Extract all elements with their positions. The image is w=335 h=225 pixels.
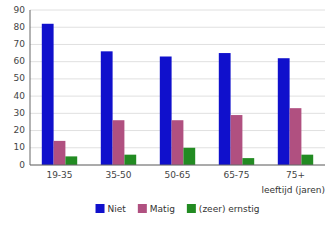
chart: 0 10 20 30 40 50 60 70 80 90 19-35 35-50 50-65 65-75 7…: [0, 0, 335, 225]
bar: [242, 158, 254, 165]
bar: [54, 141, 66, 165]
legend-swatch: [187, 204, 196, 213]
y-tick-label: 0: [19, 160, 25, 170]
legend: Niet Matig (zeer) ernstig: [96, 204, 260, 214]
legend-label: Matig: [150, 204, 175, 214]
bar: [219, 53, 231, 165]
legend-item: (zeer) ernstig: [187, 204, 260, 214]
y-axis: 0 10 20 30 40 50 60 70 80 90: [14, 5, 26, 170]
grid: [30, 10, 325, 165]
y-tick-label: 80: [14, 22, 26, 32]
x-tick-label: 35-50: [105, 170, 131, 180]
legend-swatch: [138, 204, 147, 213]
legend-item: Matig: [138, 204, 175, 214]
grid-line: [30, 44, 325, 45]
bar: [124, 155, 136, 165]
x-axis-line: [30, 165, 325, 166]
x-axis: 19-35 35-50 50-65 65-75 75+: [46, 170, 305, 180]
bar: [160, 57, 172, 166]
legend-swatch: [96, 204, 105, 213]
y-tick-label: 50: [14, 73, 26, 83]
x-axis-label: leeftijd (jaren): [262, 185, 325, 195]
x-tick-label: 50-65: [164, 170, 190, 180]
y-tick-label: 90: [14, 5, 26, 15]
bar: [65, 156, 77, 165]
bars: [42, 24, 313, 165]
bar: [172, 120, 184, 165]
bar: [231, 115, 243, 165]
y-tick-label: 30: [14, 108, 26, 118]
y-tick-label: 70: [14, 39, 26, 49]
x-tick-label: 19-35: [46, 170, 72, 180]
grid-line: [30, 165, 325, 166]
legend-item: Niet: [96, 204, 127, 214]
bar: [278, 58, 290, 165]
grid-line: [30, 10, 325, 11]
y-tick-label: 10: [14, 142, 26, 152]
y-axis-line: [30, 10, 31, 165]
y-tick-label: 20: [14, 125, 26, 135]
x-tick-label: 65-75: [223, 170, 249, 180]
legend-label: (zeer) ernstig: [199, 204, 260, 214]
y-tick-label: 40: [14, 91, 26, 101]
bar: [113, 120, 125, 165]
x-tick-label: 75+: [286, 170, 305, 180]
legend-label: Niet: [108, 204, 127, 214]
bar: [183, 148, 195, 165]
bar: [101, 51, 113, 165]
grid-line: [30, 27, 325, 28]
bar: [290, 108, 302, 165]
y-tick-label: 60: [14, 56, 26, 66]
bar: [42, 24, 54, 165]
bar: [301, 155, 313, 165]
